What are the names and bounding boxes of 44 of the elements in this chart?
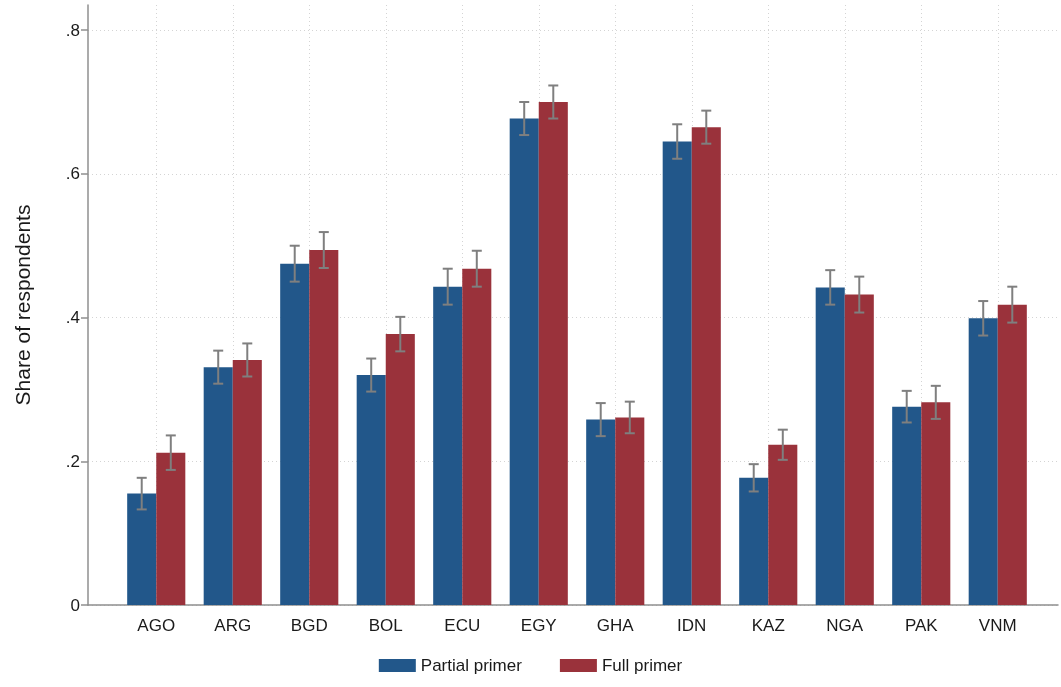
- x-tick-label: VNM: [978, 616, 1017, 635]
- bar: [815, 287, 845, 605]
- bar: [462, 268, 492, 605]
- x-tick-label: PAK: [904, 616, 939, 635]
- bar: [615, 417, 645, 605]
- x-tick-label: IDN: [677, 616, 707, 635]
- x-tick-label: BOL: [368, 616, 403, 635]
- bar: [691, 127, 721, 605]
- x-tick-label: KAZ: [751, 616, 785, 635]
- x-tick-label: BGD: [290, 616, 328, 635]
- bar: [921, 402, 951, 605]
- bar: [385, 334, 415, 605]
- bar: [586, 419, 616, 605]
- legend-label: Partial primer: [420, 656, 523, 675]
- y-tick-label: .2: [65, 451, 80, 471]
- bar: [968, 318, 998, 605]
- x-tick-label: ECU: [444, 616, 481, 635]
- y-tick-label: .8: [65, 20, 80, 40]
- x-tick-label: AGO: [137, 616, 176, 635]
- bar: [433, 286, 463, 605]
- bar: [280, 263, 310, 605]
- y-axis-title: Share of respondents: [11, 204, 34, 406]
- bar: [509, 118, 539, 605]
- y-tick-label: .6: [65, 164, 80, 184]
- legend-label: Full primer: [601, 656, 683, 675]
- bar: [844, 294, 874, 605]
- x-tick-label: GHA: [596, 616, 635, 635]
- bar: [997, 304, 1027, 605]
- y-tick-label: .4: [65, 308, 80, 328]
- bar: [768, 444, 798, 605]
- bar: [232, 359, 262, 605]
- bar: [739, 477, 769, 605]
- bar: [892, 406, 922, 605]
- bar: [662, 141, 692, 605]
- bar: [156, 452, 186, 605]
- x-tick-label: NGA: [826, 616, 864, 635]
- bar: [309, 250, 339, 605]
- bar: [538, 102, 568, 605]
- x-tick-label: EGY: [520, 616, 557, 635]
- bar: [356, 375, 386, 605]
- bar: [203, 367, 233, 605]
- bar: [127, 493, 157, 605]
- y-tick-label: 0: [70, 595, 80, 615]
- x-tick-label: ARG: [214, 616, 252, 635]
